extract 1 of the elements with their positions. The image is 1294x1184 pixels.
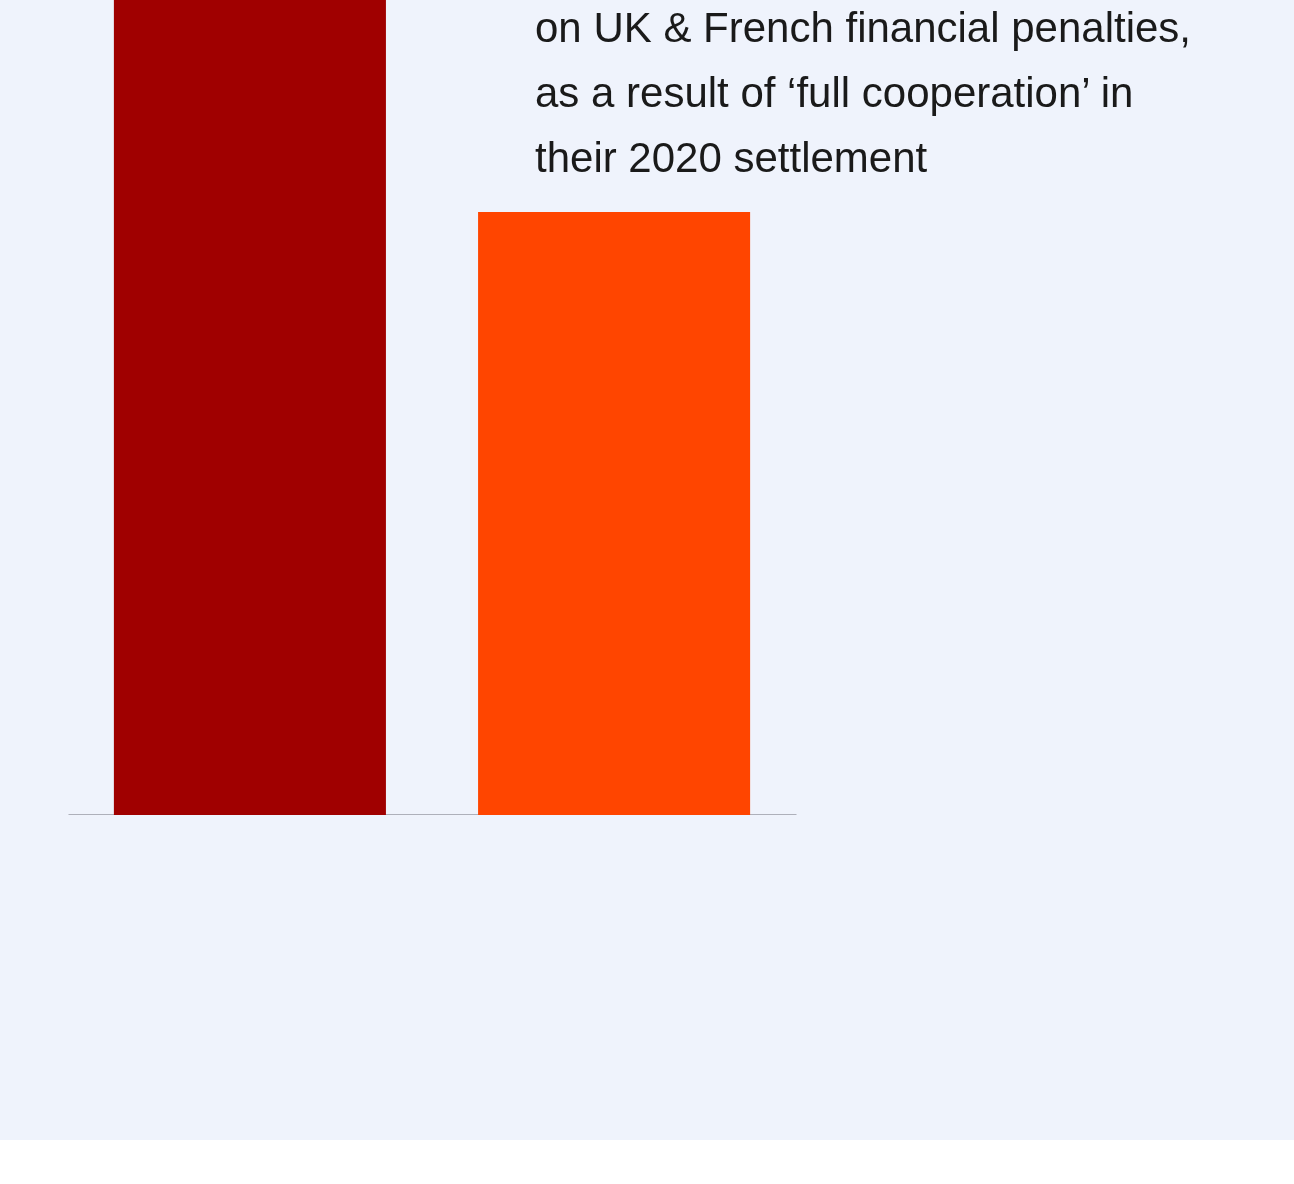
annotation: on UK & French financial penalties, as a result of ‘full cooperation’ in their 2020 settlement [535,4,1192,181]
